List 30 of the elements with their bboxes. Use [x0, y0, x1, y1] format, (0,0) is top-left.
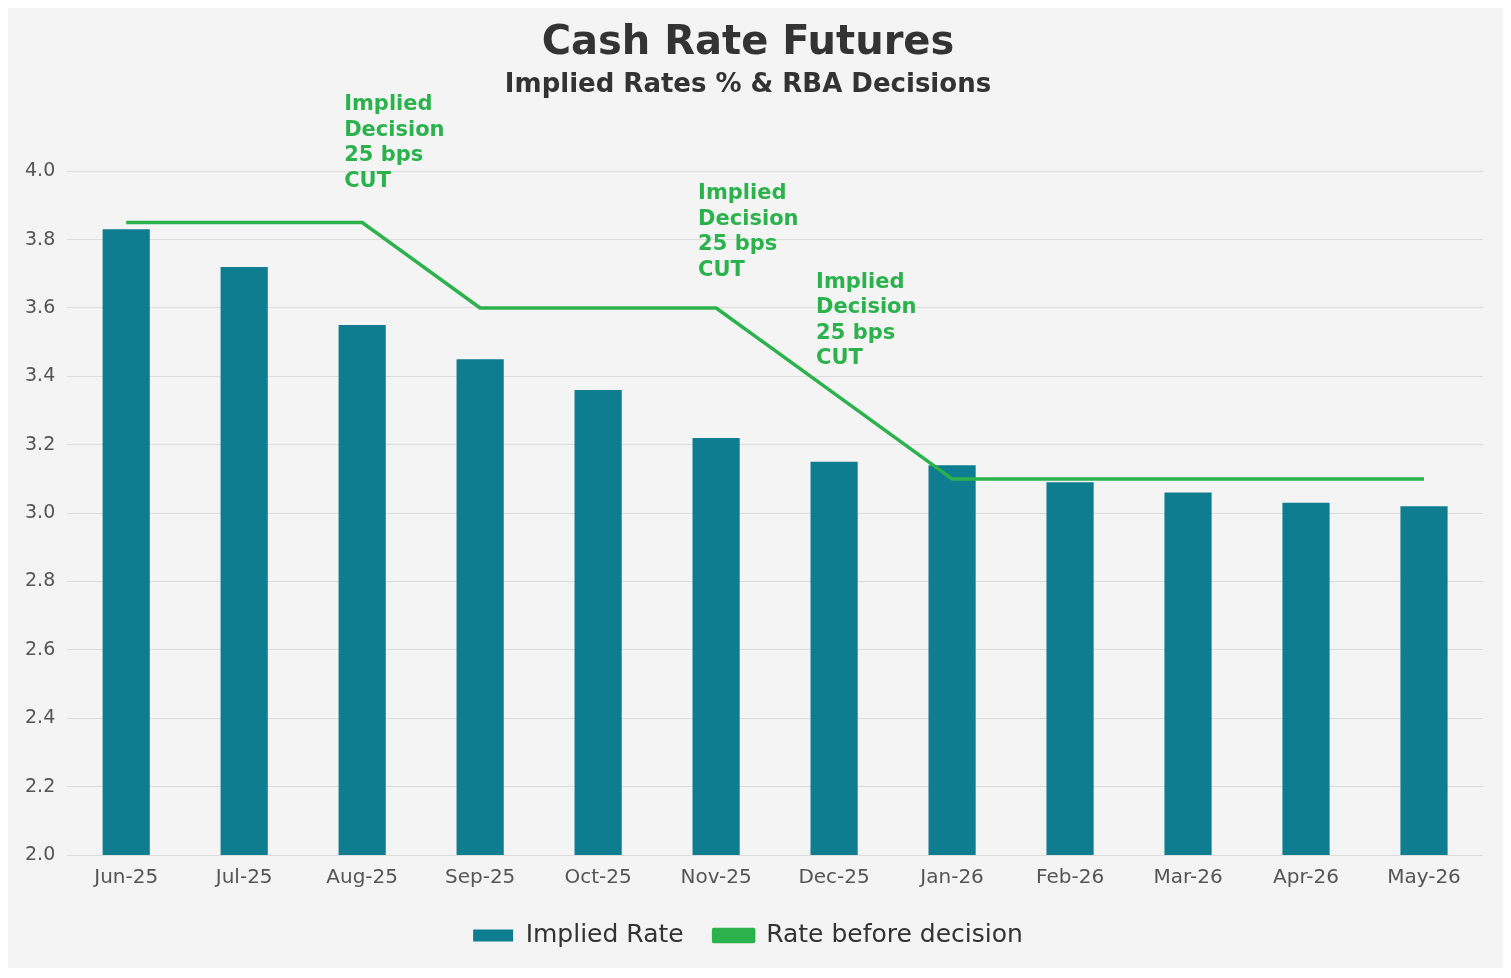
x-tick-label: Jul-25: [213, 864, 273, 889]
y-tick-label: 3.4: [25, 363, 56, 386]
x-tick-label: Mar-26: [1153, 864, 1223, 889]
chart-subtitle: Implied Rates % & RBA Decisions: [504, 68, 992, 99]
x-tick-label: Feb-26: [1036, 864, 1105, 889]
annotation: Implied Decision 25 bps CUT: [816, 268, 917, 370]
x-tick-label: Jan-26: [918, 864, 984, 889]
y-tick-label: 2.6: [25, 636, 56, 659]
annotation: Implied Decision 25 bps CUT: [698, 180, 799, 281]
y-tick-label: 4.0: [25, 158, 56, 181]
legend-label: Rate before decision: [766, 919, 1023, 948]
y-tick-label: 3.8: [25, 226, 56, 249]
annotation: Implied Decision 25 bps CUT: [344, 91, 445, 192]
y-tick-label: 2.4: [25, 705, 56, 728]
x-tick-label: Aug-25: [326, 864, 399, 889]
legend-label: Implied Rate: [525, 919, 684, 948]
x-tick-label: Dec-25: [798, 864, 870, 889]
y-tick-label: 3.2: [25, 431, 56, 454]
y-tick-label: 2.8: [25, 568, 56, 591]
y-tick-label: 3.0: [25, 500, 56, 523]
x-tick-label: Jun-25: [92, 864, 159, 889]
x-tick-label: Nov-25: [680, 864, 752, 889]
x-tick-label: Apr-26: [1273, 864, 1340, 889]
y-tick-label: 3.6: [25, 294, 56, 317]
x-tick-label: Oct-25: [564, 864, 632, 889]
x-tick-label: May-26: [1387, 864, 1461, 889]
chart-title: Cash Rate Futures: [541, 17, 955, 64]
y-tick-label: 2.0: [25, 841, 56, 864]
y-tick-label: 2.2: [25, 773, 56, 796]
x-tick-label: Sep-25: [444, 864, 516, 889]
